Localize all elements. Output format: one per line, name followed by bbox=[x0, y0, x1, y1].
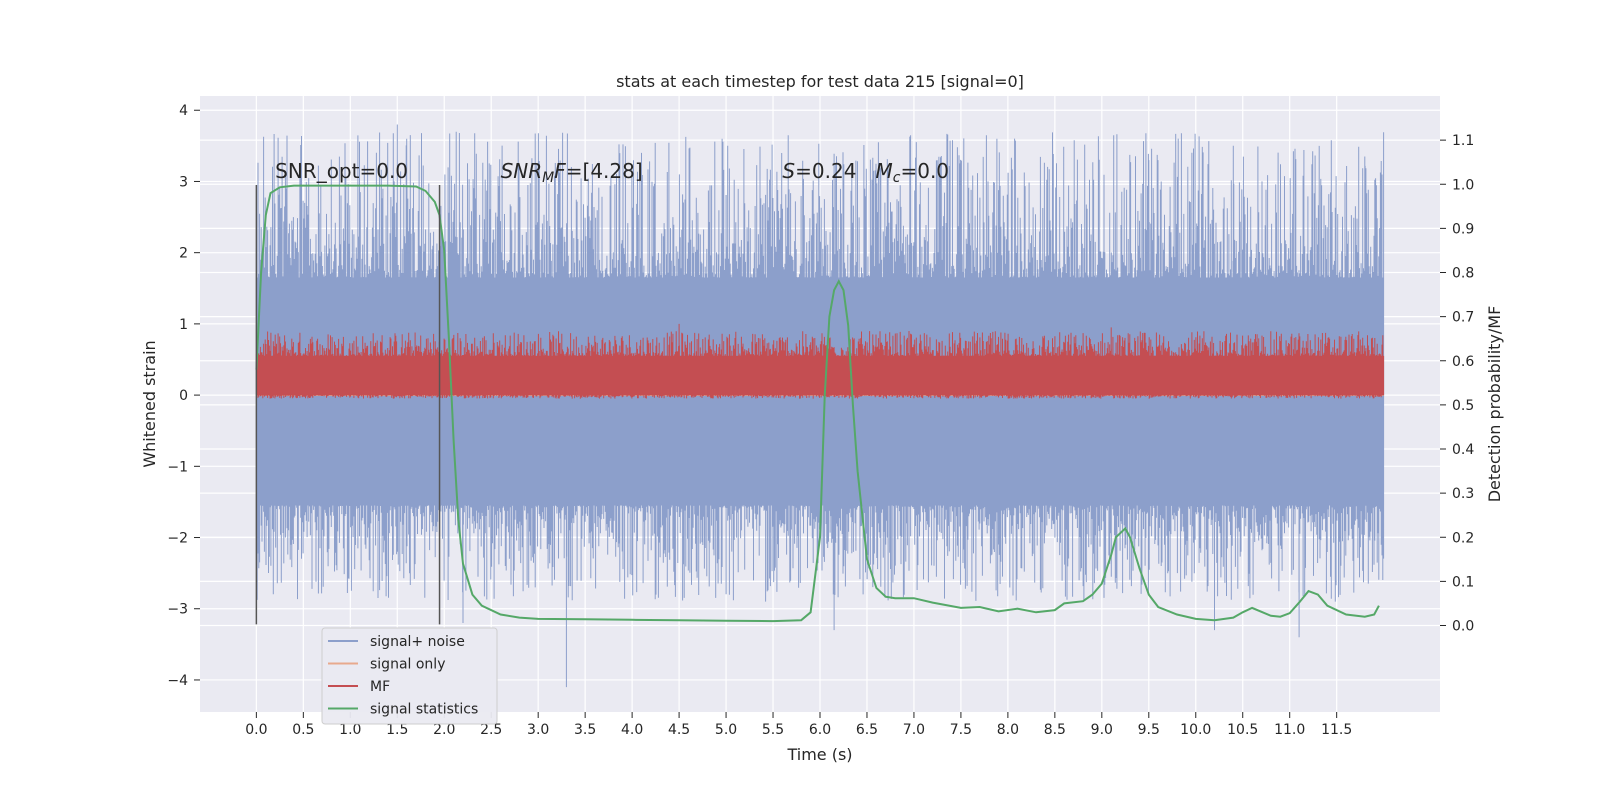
legend-label: signal+ noise bbox=[370, 634, 465, 650]
legend-label: MF bbox=[370, 679, 390, 695]
x-tick-label: 1.0 bbox=[339, 722, 361, 738]
y2-tick-label: 0.3 bbox=[1452, 486, 1474, 502]
vertical-markers bbox=[255, 185, 441, 625]
y2-tick-label: 0.8 bbox=[1452, 266, 1474, 282]
y2-tick-label: 0.2 bbox=[1452, 530, 1474, 546]
x-tick-label: 4.5 bbox=[668, 722, 690, 738]
series-mf bbox=[255, 323, 1385, 399]
y2-tick-label: 0.7 bbox=[1452, 310, 1474, 326]
annotation-snr-opt: SNR_opt=0.0 bbox=[275, 159, 408, 183]
x-tick-label: 0.5 bbox=[292, 722, 314, 738]
x-tick-label: 11.0 bbox=[1274, 722, 1305, 738]
x-tick-label: 6.0 bbox=[809, 722, 831, 738]
x-tick-label: 9.5 bbox=[1138, 722, 1160, 738]
legend-item: signal only bbox=[328, 657, 445, 673]
legend-item: signal statistics bbox=[328, 702, 478, 718]
x-tick-label: 8.0 bbox=[997, 722, 1019, 738]
x-tick-label: 2.5 bbox=[480, 722, 502, 738]
y-tick-label: 3 bbox=[179, 174, 188, 190]
legend: signal+ noise signal only MF signal statist… bbox=[321, 627, 498, 725]
x-tick-label: 5.5 bbox=[762, 722, 784, 738]
legend-item: signal+ noise bbox=[328, 634, 465, 650]
x-tick-label: 7.5 bbox=[950, 722, 972, 738]
y2-tick-label: 0.5 bbox=[1452, 398, 1474, 414]
x-tick-label: 3.5 bbox=[574, 722, 596, 738]
x-axis: 0.0 0.5 1.0 1.5 2.0 2.5 3.0 3.5 4.0 4.5 5.0 5.5 6.0 6… bbox=[245, 712, 1352, 738]
y2-tick-label: 0.0 bbox=[1452, 619, 1474, 635]
x-tick-label: 5.0 bbox=[715, 722, 737, 738]
y-tick-label: 1 bbox=[179, 317, 188, 333]
series-layer bbox=[255, 124, 1385, 688]
x-tick-label: 3.0 bbox=[527, 722, 549, 738]
x-tick-label: 2.0 bbox=[433, 722, 455, 738]
y-tick-label: −4 bbox=[167, 673, 188, 689]
annotation-s-mc: S=0.24 Mc=0.0 bbox=[782, 159, 949, 186]
y-tick-label: 0 bbox=[179, 388, 188, 404]
legend-box bbox=[321, 627, 498, 725]
x-tick-label: 10.5 bbox=[1227, 722, 1258, 738]
x-tick-label: 8.5 bbox=[1044, 722, 1066, 738]
x-tick-label: 10.0 bbox=[1180, 722, 1211, 738]
y2-tick-label: 0.4 bbox=[1452, 442, 1474, 458]
x-tick-label: 7.0 bbox=[903, 722, 925, 738]
y-tick-label: −1 bbox=[167, 459, 188, 475]
y-tick-label: −3 bbox=[167, 602, 188, 618]
annotations: SNR_opt=0.0 SNRMF=[4.28] S=0.24 Mc=0.0 bbox=[275, 159, 949, 186]
y-tick-label: −2 bbox=[167, 531, 188, 547]
chart-title: stats at each timestep for test data 215… bbox=[616, 72, 1024, 91]
x-tick-label: 4.0 bbox=[621, 722, 643, 738]
y2-tick-label: 0.6 bbox=[1452, 354, 1474, 370]
y2-tick-label: 0.9 bbox=[1452, 221, 1474, 237]
y-axis-right: 0.0 0.1 0.2 0.3 0.4 0.5 0.6 0.7 0.8 0.9 1.0 1.1 bbox=[1440, 133, 1474, 635]
y2-axis-label: Detection probability/MF bbox=[1485, 306, 1504, 503]
y-tick-label: 2 bbox=[179, 246, 188, 262]
annotation-snr-mf: SNRMF=[4.28] bbox=[501, 159, 643, 186]
x-tick-label: 11.5 bbox=[1321, 722, 1352, 738]
series-signal-statistics bbox=[255, 184, 1380, 623]
x-tick-label: 9.0 bbox=[1091, 722, 1113, 738]
legend-item: MF bbox=[328, 679, 390, 695]
x-axis-label: Time (s) bbox=[786, 745, 852, 764]
y-axis-left: −4 −3 −2 −1 0 1 2 3 4 bbox=[167, 103, 200, 689]
legend-label: signal statistics bbox=[370, 702, 478, 718]
legend-label: signal only bbox=[370, 657, 445, 673]
y2-tick-label: 1.0 bbox=[1452, 177, 1474, 193]
x-tick-label: 6.5 bbox=[856, 722, 878, 738]
y-tick-label: 4 bbox=[179, 103, 188, 119]
y2-tick-label: 0.1 bbox=[1452, 574, 1474, 590]
y2-tick-label: 1.1 bbox=[1452, 133, 1474, 149]
x-tick-label: 1.5 bbox=[386, 722, 408, 738]
y-axis-label: Whitened strain bbox=[140, 340, 159, 467]
x-tick-label: 0.0 bbox=[245, 722, 267, 738]
